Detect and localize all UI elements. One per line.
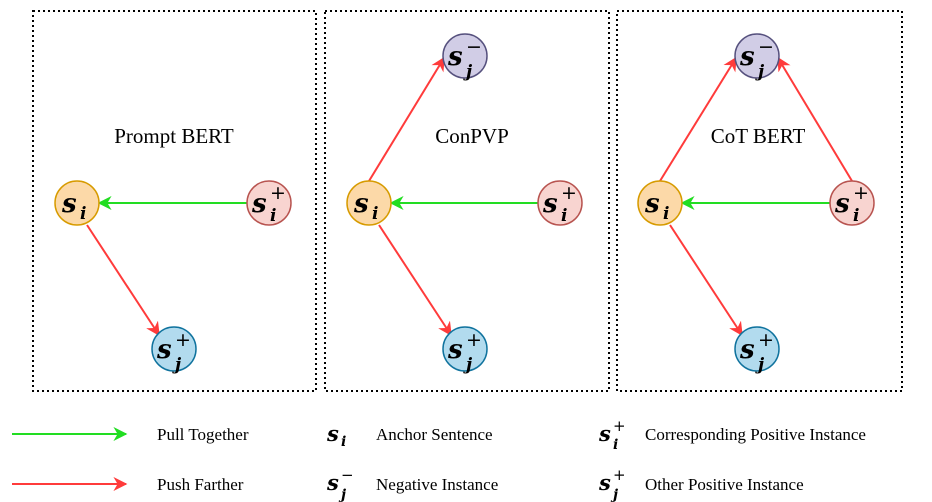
push-arrow-cot-bert-positive-negative — [777, 56, 853, 182]
node-other-positive-cot-bert: s j + — [734, 326, 780, 375]
legend-anchor-label: Anchor Sentence — [376, 425, 493, 444]
svg-text:−: − — [341, 466, 354, 484]
svg-text:+: + — [175, 329, 191, 351]
panel-border-conpvp — [324, 10, 610, 392]
svg-text:j: j — [755, 62, 765, 82]
svg-text:s: s — [156, 335, 172, 365]
push-arrow-conpvp-other-positive — [378, 224, 452, 337]
svg-text:i: i — [372, 204, 378, 224]
legend-pull-label: Pull Together — [157, 425, 249, 444]
node-negative-conpvp: s j − — [442, 33, 488, 82]
svg-text:s: s — [353, 189, 369, 219]
svg-text:j: j — [338, 487, 346, 502]
svg-text:−: − — [466, 36, 482, 58]
node-anchor-cot-bert: s i — [637, 180, 683, 226]
svg-text:s: s — [598, 421, 611, 446]
legend-anchor-symbol: s i — [326, 421, 346, 450]
svg-text:j: j — [610, 487, 618, 502]
svg-text:+: + — [758, 329, 774, 351]
node-other-positive-conpvp: s j + — [442, 326, 488, 375]
svg-text:s: s — [739, 335, 755, 365]
panel-title-cot-bert: CoT BERT — [711, 124, 806, 148]
legend-negative-symbol: s j − — [326, 466, 354, 502]
push-arrow-cot-bert-other-positive — [669, 224, 743, 337]
svg-text:+: + — [613, 466, 626, 484]
node-anchor-prompt-bert: s i — [54, 180, 100, 226]
svg-text:s: s — [739, 42, 755, 72]
svg-text:s: s — [251, 189, 267, 219]
panel-title-conpvp: ConPVP — [435, 124, 509, 148]
push-arrow-conpvp-negative — [368, 56, 445, 182]
legend-corresponding-positive-label: Corresponding Positive Instance — [645, 425, 866, 444]
svg-text:s: s — [326, 421, 339, 446]
legend-corresponding-positive-symbol: s i + — [598, 417, 626, 453]
svg-text:s: s — [61, 189, 77, 219]
svg-text:+: + — [613, 417, 626, 435]
svg-text:s: s — [598, 470, 611, 495]
svg-text:j: j — [463, 62, 473, 82]
svg-text:i: i — [270, 206, 276, 226]
node-corresponding-positive-conpvp: s i + — [537, 180, 583, 226]
svg-text:i: i — [663, 204, 669, 224]
svg-text:s: s — [644, 189, 660, 219]
panel-title-prompt-bert: Prompt BERT — [114, 124, 234, 148]
svg-text:i: i — [613, 437, 618, 453]
svg-text:+: + — [270, 182, 286, 204]
node-other-positive-prompt-bert: s j + — [151, 326, 197, 375]
legend-other-positive-label: Other Positive Instance — [645, 475, 804, 494]
svg-text:i: i — [341, 434, 346, 450]
svg-text:+: + — [561, 182, 577, 204]
push-arrow-prompt-bert-other-positive — [86, 224, 160, 337]
legend: Pull Together Push Farther s i Anchor Se… — [12, 417, 866, 502]
svg-text:s: s — [326, 470, 339, 495]
svg-text:i: i — [853, 206, 859, 226]
node-negative-cot-bert: s j − — [734, 33, 780, 82]
svg-text:−: − — [758, 36, 774, 58]
node-corresponding-positive-prompt-bert: s i + — [246, 180, 292, 226]
svg-text:j: j — [172, 355, 182, 375]
svg-text:i: i — [561, 206, 567, 226]
svg-text:s: s — [834, 189, 850, 219]
panel-border-prompt-bert — [32, 10, 317, 392]
node-corresponding-positive-cot-bert: s i + — [829, 180, 875, 226]
legend-push-label: Push Farther — [157, 475, 244, 494]
panel-border-cot-bert — [616, 10, 903, 392]
svg-text:+: + — [853, 182, 869, 204]
svg-text:s: s — [447, 42, 463, 72]
legend-other-positive-symbol: s j + — [598, 466, 626, 502]
push-arrow-cot-bert-anchor-negative — [659, 56, 737, 182]
legend-negative-label: Negative Instance — [376, 475, 498, 494]
svg-text:s: s — [447, 335, 463, 365]
svg-text:i: i — [80, 204, 86, 224]
svg-text:s: s — [542, 189, 558, 219]
svg-text:+: + — [466, 329, 482, 351]
node-anchor-conpvp: s i — [346, 180, 392, 226]
svg-text:j: j — [755, 355, 765, 375]
svg-text:j: j — [463, 355, 473, 375]
